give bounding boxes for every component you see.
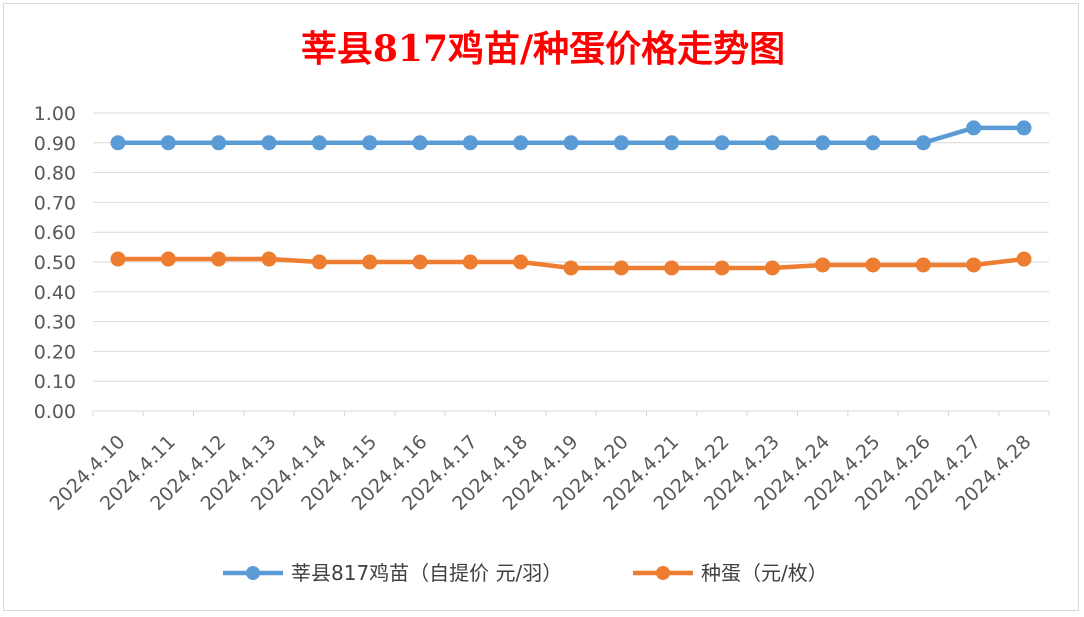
data-point [160, 251, 176, 267]
legend-marker [656, 566, 670, 580]
data-point [362, 254, 378, 270]
data-point [311, 254, 327, 270]
data-point [211, 251, 227, 267]
data-point [513, 135, 529, 151]
y-tick-label: 0.80 [34, 163, 76, 185]
legend-marker [246, 566, 260, 580]
data-point [966, 120, 982, 136]
data-point [714, 260, 730, 276]
data-point [261, 251, 277, 267]
data-point [110, 135, 126, 151]
data-point [815, 257, 831, 273]
data-point [311, 135, 327, 151]
data-point [764, 260, 780, 276]
y-tick-label: 0.00 [34, 401, 76, 423]
data-point [613, 135, 629, 151]
y-tick-label: 0.20 [34, 341, 76, 363]
y-tick-label: 1.00 [34, 103, 76, 125]
data-point [865, 257, 881, 273]
y-tick-label: 0.40 [34, 282, 76, 304]
y-tick-label: 0.50 [34, 252, 76, 274]
data-point [160, 135, 176, 151]
legend-label: 种蛋（元/枚） [701, 561, 828, 585]
data-point [1016, 120, 1032, 136]
chart-frame: 莘县817鸡苗/种蛋价格走势图 1.00 0.90 0.80 0.70 0.60 0.50 0… [3, 3, 1079, 611]
data-point [110, 251, 126, 267]
y-tick-label: 0.90 [34, 133, 76, 155]
data-point [714, 135, 730, 151]
data-point [261, 135, 277, 151]
data-point [412, 135, 428, 151]
data-point [966, 257, 982, 273]
y-tick-label: 0.60 [34, 222, 76, 244]
data-point [815, 135, 831, 151]
data-point [915, 257, 931, 273]
data-point [462, 135, 478, 151]
legend-label: 莘县817鸡苗（自提价 元/羽） [291, 561, 562, 585]
y-tick-label: 0.10 [34, 371, 76, 393]
data-point [915, 135, 931, 151]
chart-title: 莘县817鸡苗/种蛋价格走势图 [301, 28, 785, 70]
data-point [563, 260, 579, 276]
data-point [664, 260, 680, 276]
data-point [362, 135, 378, 151]
data-point [613, 260, 629, 276]
chart-canvas: 莘县817鸡苗/种蛋价格走势图 1.00 0.90 0.80 0.70 0.60 0.50 0… [34, 28, 1050, 585]
data-point [664, 135, 680, 151]
data-point [462, 254, 478, 270]
data-point [412, 254, 428, 270]
data-point [563, 135, 579, 151]
data-point [764, 135, 780, 151]
data-point [513, 254, 529, 270]
data-point [865, 135, 881, 151]
y-tick-label: 0.30 [34, 312, 76, 334]
data-point [211, 135, 227, 151]
y-tick-label: 0.70 [34, 192, 76, 214]
data-point [1016, 251, 1032, 267]
